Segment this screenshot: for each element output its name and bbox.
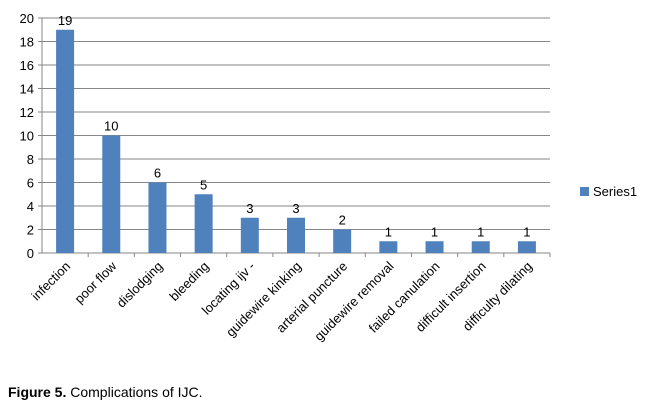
y-tick-label: 20 bbox=[20, 11, 34, 26]
bar bbox=[333, 229, 352, 253]
data-label: 3 bbox=[246, 201, 253, 216]
figure-caption: Figure 5. Complications of IJC. bbox=[8, 384, 203, 400]
y-tick-label: 18 bbox=[20, 35, 34, 50]
bar bbox=[517, 241, 536, 253]
data-label: 1 bbox=[523, 224, 530, 239]
gridlines bbox=[38, 17, 551, 257]
data-label: 1 bbox=[431, 224, 438, 239]
bar bbox=[287, 217, 305, 253]
category-label: infection bbox=[28, 259, 73, 304]
data-label: 5 bbox=[200, 177, 207, 192]
category-label: bleeding bbox=[166, 259, 211, 304]
legend: Series1 bbox=[580, 184, 637, 199]
bar bbox=[379, 241, 398, 253]
bar bbox=[471, 241, 490, 253]
caption-text: Complications of IJC. bbox=[70, 384, 203, 400]
y-tick-label: 12 bbox=[20, 105, 34, 120]
category-label: poor flow bbox=[71, 258, 119, 306]
category-label: dislodging bbox=[114, 259, 166, 311]
y-tick-label: 2 bbox=[27, 223, 34, 238]
y-tick-label: 6 bbox=[27, 176, 34, 191]
data-label: 3 bbox=[292, 201, 299, 216]
bar bbox=[194, 194, 213, 253]
data-labels: 19 10 6 5 3 3 2 1 1 1 1 bbox=[58, 13, 531, 240]
data-label: 1 bbox=[477, 224, 484, 239]
bar bbox=[425, 241, 444, 253]
bar bbox=[102, 135, 121, 253]
data-label: 6 bbox=[154, 166, 161, 181]
legend-swatch bbox=[580, 187, 589, 196]
data-label: 1 bbox=[385, 224, 392, 239]
y-tick-label: 0 bbox=[27, 246, 34, 261]
y-tick-label: 10 bbox=[20, 129, 34, 144]
bar bbox=[148, 182, 167, 253]
data-label: 2 bbox=[339, 213, 346, 228]
y-tick-label: 8 bbox=[27, 152, 34, 167]
bars bbox=[56, 29, 536, 253]
bar-chart: 0 2 4 6 8 10 12 14 16 18 20 19 10 6 5 3 3 2 1 1 1 1 infectio… bbox=[20, 11, 551, 344]
caption-label: Figure 5. bbox=[8, 384, 67, 400]
data-label: 19 bbox=[58, 13, 72, 28]
data-label: 10 bbox=[104, 119, 118, 134]
y-axis-ticks: 0 2 4 6 8 10 12 14 16 18 20 bbox=[20, 11, 34, 261]
y-tick-label: 14 bbox=[20, 82, 34, 97]
y-tick-label: 16 bbox=[20, 58, 34, 73]
legend-label: Series1 bbox=[593, 184, 638, 199]
bar bbox=[240, 217, 259, 253]
category-label: guidewire removal bbox=[311, 258, 396, 343]
bar bbox=[56, 29, 75, 253]
y-tick-label: 4 bbox=[27, 199, 34, 214]
